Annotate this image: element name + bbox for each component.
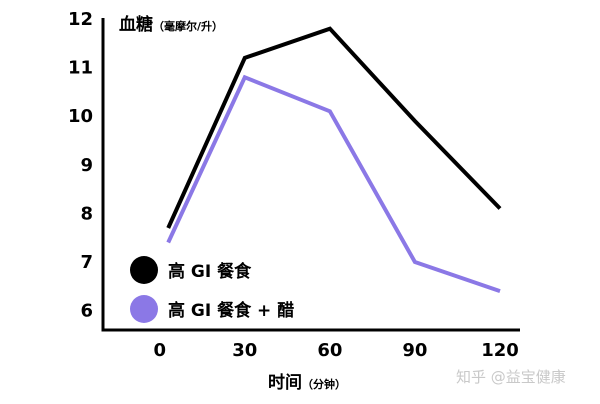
y-axis-title: 血糖（毫摩尔/升）	[119, 14, 223, 35]
series-lines	[166, 26, 502, 293]
x-tick-label: 30	[232, 340, 257, 361]
x-tick-label: 90	[402, 340, 427, 361]
legend-label-series-1: 高 GI 餐食	[168, 261, 252, 282]
y-tick-label: 8	[80, 203, 93, 224]
y-tick-label: 12	[68, 9, 93, 30]
x-tick-label: 120	[481, 340, 519, 361]
watermark: 知乎 @益宝健康	[456, 368, 566, 386]
axes	[101, 18, 520, 332]
legend-label-series-2: 高 GI 餐食 + 醋	[168, 300, 294, 321]
legend-marker-purple	[130, 295, 158, 323]
legend: 高 GI 餐食 高 GI 餐食 + 醋	[130, 256, 294, 323]
series-line-2	[166, 74, 501, 293]
legend-item-series-1: 高 GI 餐食	[130, 256, 252, 284]
y-tick-label: 10	[68, 106, 93, 127]
legend-marker-black	[130, 256, 158, 284]
y-tick-label: 11	[68, 58, 93, 79]
x-tick-label: 60	[317, 340, 342, 361]
y-tick-label: 6	[80, 301, 93, 322]
tick-labels: 0 30 60 90 120 6 7 8 9 10 11 12	[68, 9, 519, 361]
y-tick-label: 9	[80, 155, 93, 176]
legend-item-series-2: 高 GI 餐食 + 醋	[130, 295, 294, 323]
x-axis-title: 时间（分钟）	[268, 372, 346, 393]
y-tick-label: 7	[80, 252, 93, 273]
x-tick-label: 0	[153, 340, 166, 361]
series-line-1	[166, 26, 502, 229]
